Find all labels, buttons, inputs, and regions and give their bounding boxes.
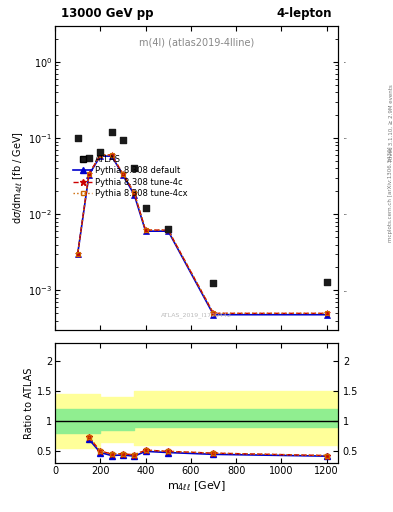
Point bbox=[131, 164, 138, 173]
Legend: ATLAS, Pythia 8.308 default, Pythia 8.308 tune-4c, Pythia 8.308 tune-4cx: ATLAS, Pythia 8.308 default, Pythia 8.30… bbox=[73, 155, 187, 198]
Text: 13000 GeV pp: 13000 GeV pp bbox=[61, 7, 153, 19]
X-axis label: m$_{4\ell\ell}$ [GeV]: m$_{4\ell\ell}$ [GeV] bbox=[167, 479, 226, 493]
Text: ATLAS_2019_I1720442: ATLAS_2019_I1720442 bbox=[161, 312, 232, 318]
Point bbox=[142, 204, 149, 212]
Point bbox=[86, 154, 92, 162]
Point bbox=[323, 278, 330, 286]
Point bbox=[210, 279, 217, 287]
Text: 4-lepton: 4-lepton bbox=[277, 7, 332, 19]
Y-axis label: d$\sigma$/dm$_{4\ell\ell}$ [fb / GeV]: d$\sigma$/dm$_{4\ell\ell}$ [fb / GeV] bbox=[12, 132, 26, 224]
Point bbox=[108, 128, 115, 136]
Point bbox=[120, 136, 126, 144]
Text: m(4l) (atlas2019-4lline): m(4l) (atlas2019-4lline) bbox=[139, 38, 254, 48]
Text: mcplots.cern.ch [arXiv:1306.3436]: mcplots.cern.ch [arXiv:1306.3436] bbox=[388, 147, 393, 242]
Point bbox=[165, 224, 171, 232]
Point bbox=[97, 148, 103, 157]
Point bbox=[75, 134, 81, 142]
Text: Rivet 3.1.10, ≥ 2.9M events: Rivet 3.1.10, ≥ 2.9M events bbox=[388, 84, 393, 161]
Y-axis label: Ratio to ATLAS: Ratio to ATLAS bbox=[24, 368, 34, 439]
